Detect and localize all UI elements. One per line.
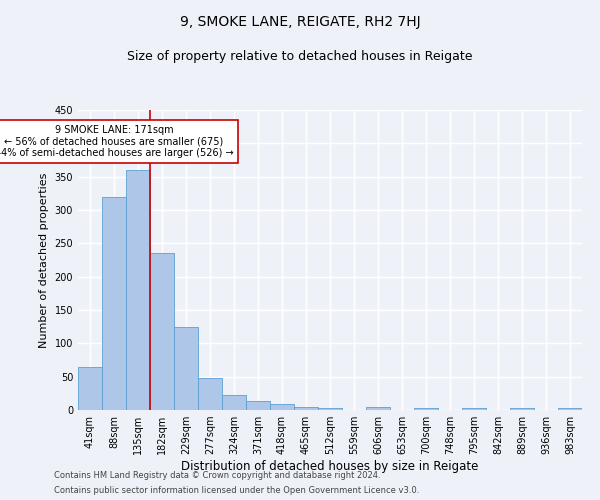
Text: 9, SMOKE LANE, REIGATE, RH2 7HJ: 9, SMOKE LANE, REIGATE, RH2 7HJ [179, 15, 421, 29]
Text: Contains public sector information licensed under the Open Government Licence v3: Contains public sector information licen… [54, 486, 419, 495]
Bar [414, 408, 438, 410]
Bar [174, 326, 198, 410]
Bar [462, 408, 486, 410]
Bar [78, 366, 102, 410]
Bar [366, 408, 390, 410]
Bar [102, 196, 126, 410]
Bar [246, 400, 270, 410]
Bar [558, 408, 582, 410]
Text: Size of property relative to detached houses in Reigate: Size of property relative to detached ho… [127, 50, 473, 63]
Bar [510, 408, 534, 410]
Y-axis label: Number of detached properties: Number of detached properties [39, 172, 49, 348]
Bar [318, 408, 342, 410]
X-axis label: Distribution of detached houses by size in Reigate: Distribution of detached houses by size … [181, 460, 479, 473]
Bar [222, 394, 246, 410]
Text: Contains HM Land Registry data © Crown copyright and database right 2024.: Contains HM Land Registry data © Crown c… [54, 471, 380, 480]
Bar [270, 404, 294, 410]
Bar [198, 378, 222, 410]
Bar [294, 406, 318, 410]
Bar [150, 254, 174, 410]
Text: 9 SMOKE LANE: 171sqm
← 56% of detached houses are smaller (675)
44% of semi-deta: 9 SMOKE LANE: 171sqm ← 56% of detached h… [0, 124, 233, 158]
Bar [126, 170, 150, 410]
